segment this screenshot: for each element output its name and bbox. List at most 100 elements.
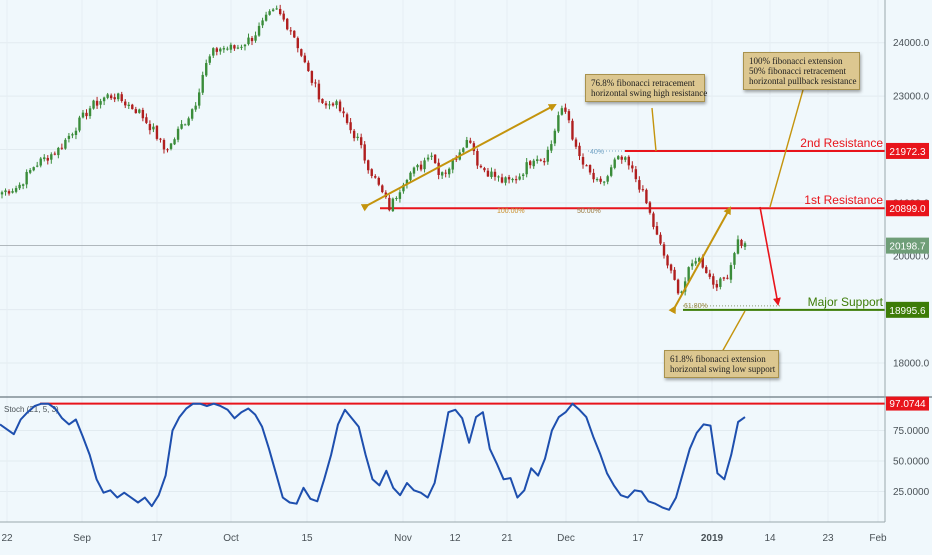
x-tick-label: 17: [151, 533, 163, 544]
candle-body: [117, 93, 120, 100]
candle-body: [278, 8, 282, 15]
candle-body: [81, 112, 85, 118]
candle-body: [624, 157, 627, 160]
candle-body: [43, 157, 46, 160]
candle-body: [310, 71, 314, 83]
candle-body: [705, 267, 708, 274]
candle-body: [412, 167, 416, 174]
candle-body: [18, 184, 21, 189]
candle-body: [36, 165, 39, 167]
candle-body: [553, 130, 557, 144]
candle-body: [634, 169, 638, 180]
candle-body: [377, 177, 380, 185]
fib-arrow: [668, 206, 731, 315]
candle-body: [483, 168, 486, 171]
candle-body: [694, 261, 697, 264]
candle-body: [64, 139, 67, 149]
candle-body: [176, 128, 180, 140]
current-price-label: 20198.7: [889, 242, 926, 253]
candle-body: [257, 25, 261, 36]
candle-body: [462, 148, 465, 152]
candle-body: [490, 171, 493, 178]
stoch-level-label: 97.0744: [889, 399, 926, 410]
candle-body: [289, 30, 292, 32]
candle-body: [641, 189, 645, 191]
candle-body: [602, 181, 606, 183]
candle-body: [613, 159, 616, 168]
candle-body: [145, 117, 148, 123]
candle-body: [331, 103, 335, 106]
stoch-line: [0, 402, 746, 511]
candle-body: [134, 109, 138, 114]
stoch-tick-label: 25.0000: [893, 487, 930, 498]
candle-body: [528, 161, 532, 166]
candle-body: [493, 171, 497, 177]
stoch-tick-label: 75.0000: [893, 426, 930, 437]
candle-body: [215, 48, 219, 52]
candle-body: [448, 168, 451, 175]
candle-body: [222, 48, 226, 50]
candle-body: [264, 14, 268, 21]
candle-body: [662, 244, 666, 256]
candle-body: [205, 63, 208, 76]
candle-body: [342, 111, 345, 114]
candle-body: [296, 38, 299, 49]
candle-body: [525, 162, 528, 175]
candle-body: [50, 154, 53, 160]
candle-body: [57, 147, 60, 156]
candle-body: [28, 170, 32, 173]
candle-body: [187, 118, 190, 126]
candle-body: [0, 192, 4, 195]
x-tick-label: Oct: [223, 533, 239, 544]
candle-body: [169, 143, 173, 149]
candle-body: [60, 147, 64, 149]
candle-body: [638, 180, 641, 190]
stoch-level-box: [886, 396, 929, 411]
time-axis: [0, 522, 932, 550]
x-tick-label: 17: [632, 533, 644, 544]
candle-body: [645, 189, 648, 204]
candle-body: [736, 239, 740, 254]
candle-body: [574, 139, 578, 147]
candle-body: [395, 198, 398, 200]
candle-body: [648, 202, 652, 213]
candle-body: [381, 185, 384, 193]
candle-body: [479, 165, 483, 168]
candle-body: [148, 123, 152, 131]
annotation-pointer: [769, 89, 804, 208]
candle-body: [430, 155, 433, 157]
candle-body: [314, 82, 317, 84]
candle-body: [236, 47, 240, 49]
candle-body: [317, 83, 321, 100]
candle-body: [324, 103, 328, 106]
candle-body: [631, 165, 634, 169]
candle-body: [11, 191, 14, 193]
level-name: 2nd Resistance: [800, 136, 883, 150]
fib-label: 40%: [590, 149, 604, 156]
candle-body: [219, 48, 222, 52]
candle-body: [514, 179, 518, 181]
candle-body: [370, 169, 373, 176]
candle-body: [159, 138, 162, 140]
candle-body: [465, 139, 469, 148]
candle-body: [497, 176, 500, 178]
candle-body: [166, 149, 169, 151]
stoch-tick-label: 50.0000: [893, 457, 930, 468]
candle-body: [7, 191, 11, 194]
candle-body: [271, 9, 275, 12]
candle-body: [532, 160, 535, 167]
candle-body: [321, 98, 324, 103]
candle-body: [233, 45, 236, 49]
candle-body: [39, 158, 42, 166]
annotation-swing-low: 61.8% fibonacci extension horizontal swi…: [664, 350, 779, 378]
candle-body: [53, 153, 57, 155]
candle-body: [197, 92, 201, 106]
candle-body: [388, 197, 391, 211]
candle-body: [243, 44, 247, 47]
candle-body: [363, 144, 366, 161]
level-name: Major Support: [808, 295, 884, 309]
candle-body: [398, 192, 402, 199]
x-tick-label: 23: [822, 533, 834, 544]
candle-body: [208, 56, 211, 63]
candle-body: [261, 20, 264, 26]
